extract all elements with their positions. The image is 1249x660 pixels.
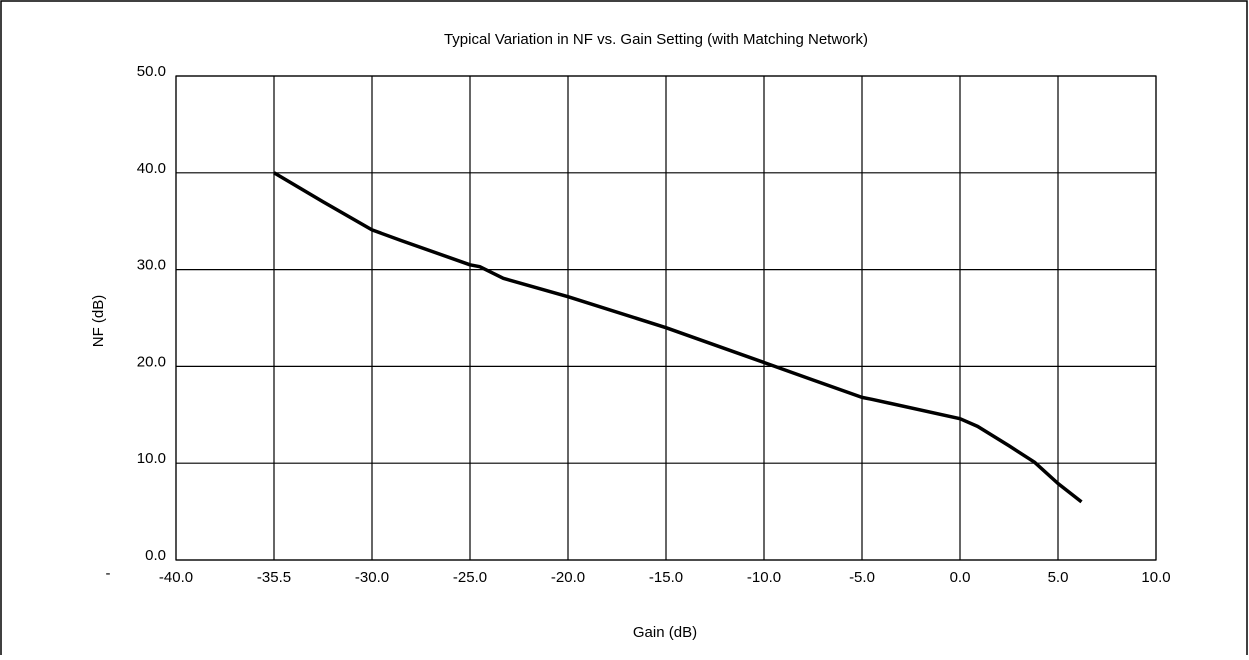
stray-axis-label: - xyxy=(106,565,111,582)
x-tick-label: 0.0 xyxy=(950,569,971,586)
nf-series-line xyxy=(273,171,1083,504)
y-tick-label: 20.0 xyxy=(137,353,166,370)
x-tick-label: 5.0 xyxy=(1048,569,1069,586)
chart-title: Typical Variation in NF vs. Gain Setting… xyxy=(444,31,868,48)
x-tick-label: -35.5 xyxy=(257,569,291,586)
x-tick-label: -40.0 xyxy=(159,569,193,586)
y-tick-label: 10.0 xyxy=(137,450,166,467)
x-tick-label: -10.0 xyxy=(747,569,781,586)
x-tick-label: -5.0 xyxy=(849,569,875,586)
y-tick-label: 40.0 xyxy=(137,160,166,177)
x-tick-label: -20.0 xyxy=(551,569,585,586)
y-axis-ticks: 0.0 10.0 20.0 30.0 40.0 50.0 xyxy=(137,63,166,564)
y-axis-label: NF (dB) xyxy=(90,295,107,348)
x-tick-label: 10.0 xyxy=(1141,569,1170,586)
x-axis-ticks: -40.0 -35.5 -30.0 -25.0 -20.0 -15.0 -10.0 -5.0 0… xyxy=(159,569,1171,586)
x-tick-label: -25.0 xyxy=(453,569,487,586)
y-tick-label: 0.0 xyxy=(145,547,166,564)
x-axis-label: Gain (dB) xyxy=(633,624,697,641)
y-tick-label: 30.0 xyxy=(137,257,166,274)
plot-area xyxy=(175,75,1157,561)
x-tick-label: -30.0 xyxy=(355,569,389,586)
x-tick-label: -15.0 xyxy=(649,569,683,586)
y-tick-label: 50.0 xyxy=(137,63,166,80)
series-layer xyxy=(273,171,1083,504)
